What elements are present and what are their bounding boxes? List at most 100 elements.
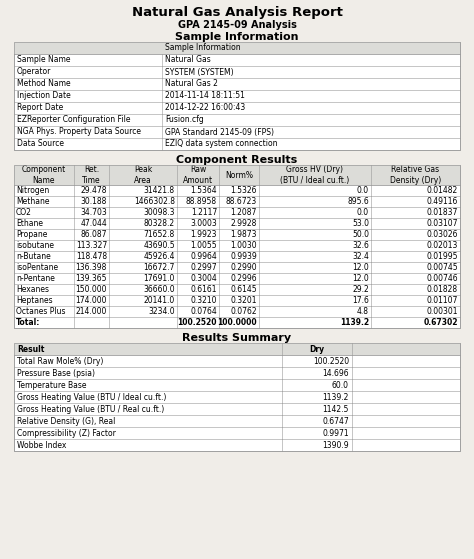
Text: 150.000: 150.000 [75,285,107,294]
Text: 1.2087: 1.2087 [231,208,257,217]
Text: Pressure Base (psia): Pressure Base (psia) [17,368,95,377]
Bar [14,343,460,451]
Text: Ret.
Time: Ret. Time [82,165,101,184]
Text: Component
Name: Component Name [22,165,66,184]
Text: 30.188: 30.188 [81,197,107,206]
Text: 88.6723: 88.6723 [226,197,257,206]
Text: 0.02013: 0.02013 [427,241,458,250]
Bar [14,165,460,328]
Text: Octanes Plus: Octanes Plus [16,307,65,316]
Text: 1466302.8: 1466302.8 [134,197,175,206]
Text: 1.5326: 1.5326 [230,186,257,195]
Text: 29.478: 29.478 [81,186,107,195]
Text: 34.703: 34.703 [80,208,107,217]
Text: 0.49116: 0.49116 [427,197,458,206]
Text: 0.2990: 0.2990 [230,263,257,272]
Text: 47.044: 47.044 [80,219,107,228]
Text: Results Summary: Results Summary [182,333,292,343]
Text: EZReporter Configuration File: EZReporter Configuration File [17,116,130,125]
Text: Method Name: Method Name [17,79,71,88]
Bar [14,343,460,451]
Text: Result: Result [17,344,45,353]
Text: Propane: Propane [16,230,47,239]
Text: Sample Information: Sample Information [165,44,241,53]
Text: 100.2520: 100.2520 [177,318,217,327]
Text: 3234.0: 3234.0 [148,307,175,316]
Text: GPA Standard 2145-09 (FPS): GPA Standard 2145-09 (FPS) [165,127,274,136]
Text: 45926.4: 45926.4 [144,252,175,261]
Text: 214.000: 214.000 [76,307,107,316]
Text: 32.4: 32.4 [352,252,369,261]
Text: Report Date: Report Date [17,103,63,112]
Bar [14,343,460,355]
Text: SYSTEM (SYSTEM): SYSTEM (SYSTEM) [165,68,234,77]
Text: 174.000: 174.000 [75,296,107,305]
Text: 0.00746: 0.00746 [427,274,458,283]
Text: isoPentane: isoPentane [16,263,58,272]
Text: Dry: Dry [310,344,325,353]
Text: 29.2: 29.2 [352,285,369,294]
Text: 0.00301: 0.00301 [427,307,458,316]
Text: CO2: CO2 [16,208,32,217]
Text: Total Raw Mole% (Dry): Total Raw Mole% (Dry) [17,357,103,366]
Bar [14,165,460,328]
Text: 3.0003: 3.0003 [190,219,217,228]
Text: 0.0: 0.0 [357,208,369,217]
Text: 2014-11-14 18:11:51: 2014-11-14 18:11:51 [165,92,245,101]
Text: 0.03026: 0.03026 [427,230,458,239]
Text: Nitrogen: Nitrogen [16,186,49,195]
Text: 0.01828: 0.01828 [427,285,458,294]
Text: Ethane: Ethane [16,219,43,228]
Text: Heptanes: Heptanes [16,296,53,305]
Text: 1139.2: 1139.2 [340,318,369,327]
Text: Data Source: Data Source [17,140,64,149]
Text: 71652.8: 71652.8 [144,230,175,239]
Text: 895.6: 895.6 [347,197,369,206]
Text: 0.2997: 0.2997 [191,263,217,272]
Text: 0.6161: 0.6161 [191,285,217,294]
Text: Compressibility (Z) Factor: Compressibility (Z) Factor [17,429,116,438]
Text: 17.6: 17.6 [352,296,369,305]
Text: 2014-12-22 16:00:43: 2014-12-22 16:00:43 [165,103,245,112]
Text: 0.01995: 0.01995 [427,252,458,261]
Text: 1.2117: 1.2117 [191,208,217,217]
Text: 60.0: 60.0 [332,381,349,390]
Text: 4.8: 4.8 [357,307,369,316]
Text: 100.2520: 100.2520 [313,357,349,366]
Text: 0.67302: 0.67302 [423,318,458,327]
Text: Wobbe Index: Wobbe Index [17,440,66,449]
Text: 32.6: 32.6 [352,241,369,250]
Text: 0.9964: 0.9964 [190,252,217,261]
Text: 80328.2: 80328.2 [144,219,175,228]
Text: 20141.0: 20141.0 [144,296,175,305]
Text: 88.8958: 88.8958 [186,197,217,206]
Text: 17691.0: 17691.0 [144,274,175,283]
Text: 1.5364: 1.5364 [191,186,217,195]
Text: Relative Gas
Density (Dry): Relative Gas Density (Dry) [390,165,441,184]
Text: Gross Heating Value (BTU / Real cu.ft.): Gross Heating Value (BTU / Real cu.ft.) [17,405,164,414]
Text: 1.9923: 1.9923 [191,230,217,239]
Text: 0.01837: 0.01837 [427,208,458,217]
Text: Operator: Operator [17,68,51,77]
Text: EZIQ data system connection: EZIQ data system connection [165,140,277,149]
Text: 0.01107: 0.01107 [427,296,458,305]
Text: 12.0: 12.0 [352,274,369,283]
Text: 2.9928: 2.9928 [231,219,257,228]
Text: 14.696: 14.696 [322,368,349,377]
Text: Gross Heating Value (BTU / Ideal cu.ft.): Gross Heating Value (BTU / Ideal cu.ft.) [17,392,166,401]
Text: 0.9971: 0.9971 [322,429,349,438]
Text: 43690.5: 43690.5 [143,241,175,250]
Text: 0.6747: 0.6747 [322,416,349,425]
Text: Natural Gas 2: Natural Gas 2 [165,79,218,88]
Text: Methane: Methane [16,197,49,206]
Text: 0.3201: 0.3201 [230,296,257,305]
Text: Total:: Total: [16,318,40,327]
Text: 0.0764: 0.0764 [190,307,217,316]
Text: 1139.2: 1139.2 [323,392,349,401]
Text: 1.0055: 1.0055 [191,241,217,250]
Text: 0.00745: 0.00745 [427,263,458,272]
Text: Component Results: Component Results [176,155,298,165]
Text: 0.01482: 0.01482 [427,186,458,195]
Text: 0.0762: 0.0762 [230,307,257,316]
Text: Injection Date: Injection Date [17,92,71,101]
